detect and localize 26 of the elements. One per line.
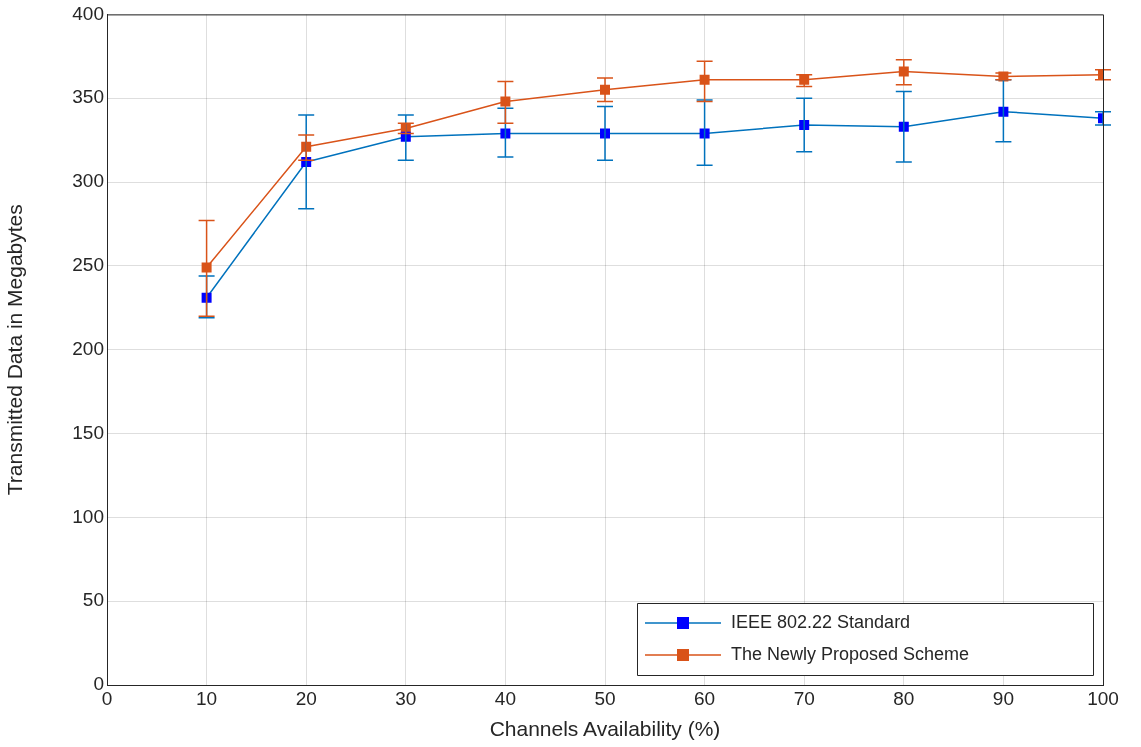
- y-tick-label: 100: [72, 505, 104, 527]
- x-tick-label: 40: [494, 687, 516, 709]
- x-tick-label: 50: [594, 687, 616, 709]
- y-axis-title: Transmitted Data in Megabytes: [3, 204, 27, 496]
- y-tick-label: 250: [72, 254, 104, 276]
- legend-label: The Newly Proposed Scheme: [731, 643, 970, 664]
- point: [500, 96, 511, 107]
- x-tick-label: 90: [992, 687, 1014, 709]
- x-tick-label: 70: [793, 687, 815, 709]
- point: [699, 74, 710, 85]
- y-tick-label: 150: [72, 421, 104, 443]
- x-tick-label: 60: [694, 687, 716, 709]
- point: [201, 262, 212, 273]
- x-tick-label: 80: [893, 687, 915, 709]
- x-tick-label: 20: [295, 687, 317, 709]
- x-tick-label: 100: [1087, 687, 1119, 709]
- x-tick-label: 10: [196, 687, 218, 709]
- y-tick-label: 300: [72, 170, 104, 192]
- y-tick-label: 0: [93, 673, 104, 695]
- y-tick-label: 50: [82, 589, 104, 611]
- x-axis-title: Channels Availability (%): [489, 717, 721, 741]
- y-tick-label: 400: [72, 2, 104, 24]
- y-tick-label: 350: [72, 86, 104, 108]
- x-tick-label: 30: [395, 687, 417, 709]
- legend-label: IEEE 802.22 Standard: [731, 611, 911, 632]
- y-tick-label: 200: [72, 337, 104, 359]
